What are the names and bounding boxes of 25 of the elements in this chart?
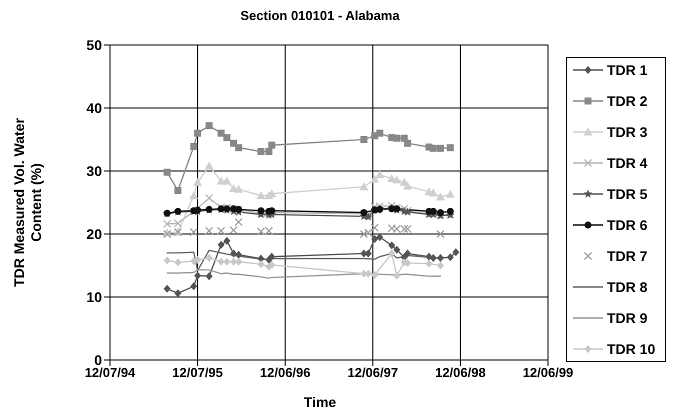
legend-label: TDR 4 — [607, 155, 648, 171]
x-tick-label: 12/06/98 — [435, 365, 486, 380]
legend-label: TDR 5 — [607, 186, 648, 202]
legend-label: TDR 7 — [607, 248, 648, 264]
x-tick-label: 12/06/99 — [522, 365, 574, 380]
y-tick-label: 30 — [86, 162, 102, 179]
y-axis-title: TDR Measured Vol. Water Content (%) — [11, 118, 44, 287]
x-axis-title: Time — [302, 394, 338, 410]
legend-label: TDR 2 — [607, 93, 648, 109]
legend-label: TDR 8 — [607, 279, 648, 295]
x-tick-label: 12/07/94 — [84, 365, 136, 380]
legend-label: TDR 3 — [607, 124, 648, 140]
x-tick-label: 12/06/96 — [260, 365, 311, 380]
legend-label: TDR 1 — [607, 62, 648, 78]
legend-label: TDR 10 — [607, 341, 656, 357]
y-tick-label: 10 — [86, 288, 102, 305]
y-tick-label: 0 — [94, 352, 102, 368]
y-tick-label: 50 — [86, 36, 102, 53]
chart-title: Section 010101 - Alabama — [239, 8, 401, 23]
y-tick-label: 40 — [86, 100, 102, 116]
legend-label: TDR 6 — [607, 217, 648, 233]
legend-label: TDR 9 — [607, 310, 648, 326]
x-tick-label: 12/06/97 — [347, 365, 398, 380]
y-tick-label: 20 — [86, 226, 102, 242]
x-tick-label: 12/07/95 — [172, 365, 223, 380]
